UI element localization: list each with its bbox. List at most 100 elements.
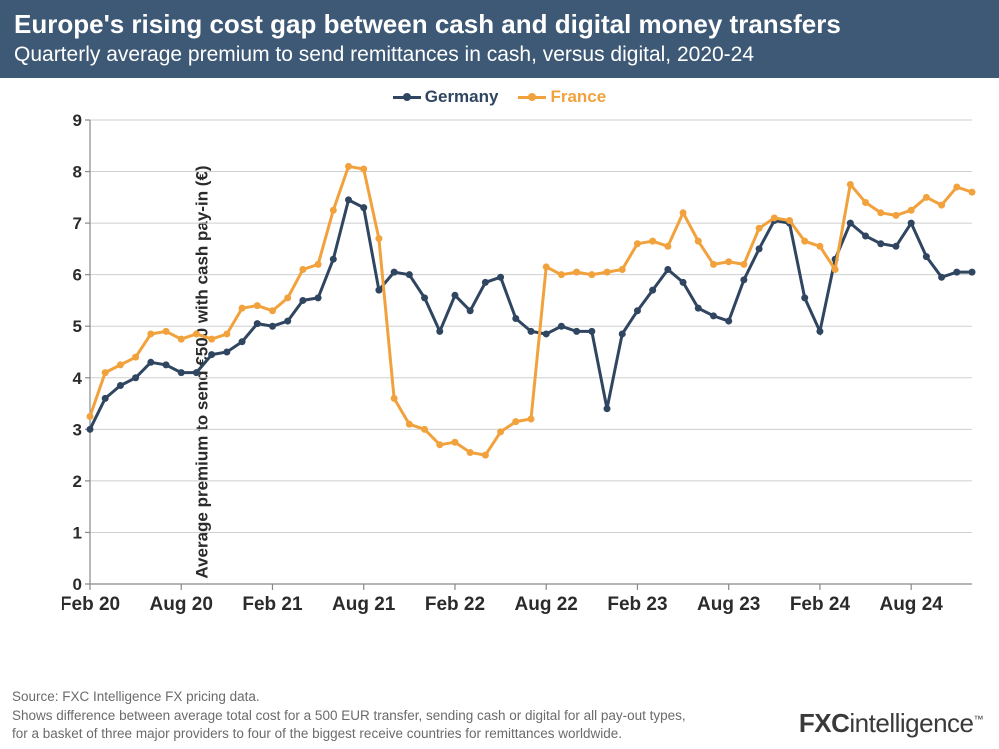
data-point bbox=[664, 243, 671, 250]
data-point bbox=[725, 258, 732, 265]
data-point bbox=[451, 439, 458, 446]
data-point bbox=[193, 369, 200, 376]
data-point bbox=[178, 335, 185, 342]
line-chart-svg: 0123456789Feb 20Aug 20Feb 21Aug 21Feb 22… bbox=[62, 112, 984, 622]
data-point bbox=[877, 209, 884, 216]
data-point bbox=[391, 268, 398, 275]
data-point bbox=[254, 302, 261, 309]
data-point bbox=[375, 235, 382, 242]
data-point bbox=[497, 274, 504, 281]
x-tick-label: Feb 21 bbox=[242, 594, 303, 615]
data-point bbox=[892, 243, 899, 250]
data-point bbox=[801, 237, 808, 244]
data-point bbox=[543, 263, 550, 270]
data-point bbox=[862, 199, 869, 206]
legend: Germany France bbox=[0, 84, 999, 108]
legend-label: Germany bbox=[425, 87, 499, 107]
data-point bbox=[847, 181, 854, 188]
data-point bbox=[619, 330, 626, 337]
chart-area: GermanyFrance Average premium to send €5… bbox=[0, 78, 999, 666]
y-tick-label: 9 bbox=[73, 112, 82, 130]
x-tick-label: Aug 21 bbox=[332, 594, 396, 615]
data-point bbox=[208, 351, 215, 358]
data-point bbox=[436, 328, 443, 335]
data-point bbox=[862, 232, 869, 239]
data-point bbox=[588, 328, 595, 335]
x-tick-label: Feb 20 bbox=[62, 594, 120, 615]
data-point bbox=[528, 328, 535, 335]
data-point bbox=[786, 217, 793, 224]
data-point bbox=[345, 163, 352, 170]
legend-swatch-icon bbox=[518, 96, 546, 99]
data-point bbox=[877, 240, 884, 247]
x-tick-label: Feb 23 bbox=[607, 594, 667, 615]
data-point bbox=[375, 286, 382, 293]
data-point bbox=[147, 359, 154, 366]
data-point bbox=[908, 219, 915, 226]
data-point bbox=[330, 255, 337, 262]
data-point bbox=[756, 245, 763, 252]
data-point bbox=[345, 196, 352, 203]
data-point bbox=[132, 353, 139, 360]
brand-normal: intelligence bbox=[849, 708, 973, 738]
x-tick-label: Feb 24 bbox=[790, 594, 851, 615]
data-point bbox=[102, 395, 109, 402]
data-point bbox=[558, 271, 565, 278]
data-point bbox=[436, 441, 443, 448]
data-point bbox=[254, 320, 261, 327]
brand-tm: ™ bbox=[974, 714, 984, 725]
data-point bbox=[223, 330, 230, 337]
data-point bbox=[634, 240, 641, 247]
data-point bbox=[193, 330, 200, 337]
data-point bbox=[117, 382, 124, 389]
y-tick-label: 5 bbox=[73, 317, 82, 336]
y-tick-label: 6 bbox=[73, 265, 82, 284]
y-tick-label: 8 bbox=[73, 162, 82, 181]
data-point bbox=[482, 451, 489, 458]
data-point bbox=[649, 286, 656, 293]
data-point bbox=[406, 271, 413, 278]
data-point bbox=[512, 418, 519, 425]
data-point bbox=[832, 266, 839, 273]
data-point bbox=[847, 219, 854, 226]
data-point bbox=[969, 268, 976, 275]
data-point bbox=[467, 307, 474, 314]
chart-title: Europe's rising cost gap between cash an… bbox=[14, 8, 985, 41]
data-point bbox=[512, 315, 519, 322]
x-tick-label: Aug 20 bbox=[150, 594, 213, 615]
data-point bbox=[573, 328, 580, 335]
data-point bbox=[528, 415, 535, 422]
data-point bbox=[634, 307, 641, 314]
data-point bbox=[938, 201, 945, 208]
data-point bbox=[406, 420, 413, 427]
data-point bbox=[421, 426, 428, 433]
data-point bbox=[482, 279, 489, 286]
data-point bbox=[163, 361, 170, 368]
brand-logo: FXCintelligence™ bbox=[799, 708, 983, 739]
x-tick-label: Feb 22 bbox=[425, 594, 485, 615]
data-point bbox=[360, 204, 367, 211]
legend-label: France bbox=[550, 87, 606, 107]
y-tick-label: 7 bbox=[73, 214, 82, 233]
data-point bbox=[938, 274, 945, 281]
series-line bbox=[90, 166, 972, 455]
y-tick-label: 2 bbox=[73, 472, 82, 491]
data-point bbox=[87, 426, 94, 433]
data-point bbox=[710, 312, 717, 319]
data-point bbox=[695, 304, 702, 311]
data-point bbox=[178, 369, 185, 376]
data-point bbox=[87, 413, 94, 420]
data-point bbox=[664, 266, 671, 273]
data-point bbox=[421, 294, 428, 301]
data-point bbox=[147, 330, 154, 337]
legend-item: France bbox=[518, 87, 606, 107]
data-point bbox=[330, 207, 337, 214]
data-point bbox=[801, 294, 808, 301]
data-point bbox=[619, 266, 626, 273]
data-point bbox=[360, 165, 367, 172]
data-point bbox=[649, 237, 656, 244]
data-point bbox=[299, 266, 306, 273]
data-point bbox=[740, 276, 747, 283]
chart-header: Europe's rising cost gap between cash an… bbox=[0, 0, 999, 78]
data-point bbox=[497, 428, 504, 435]
